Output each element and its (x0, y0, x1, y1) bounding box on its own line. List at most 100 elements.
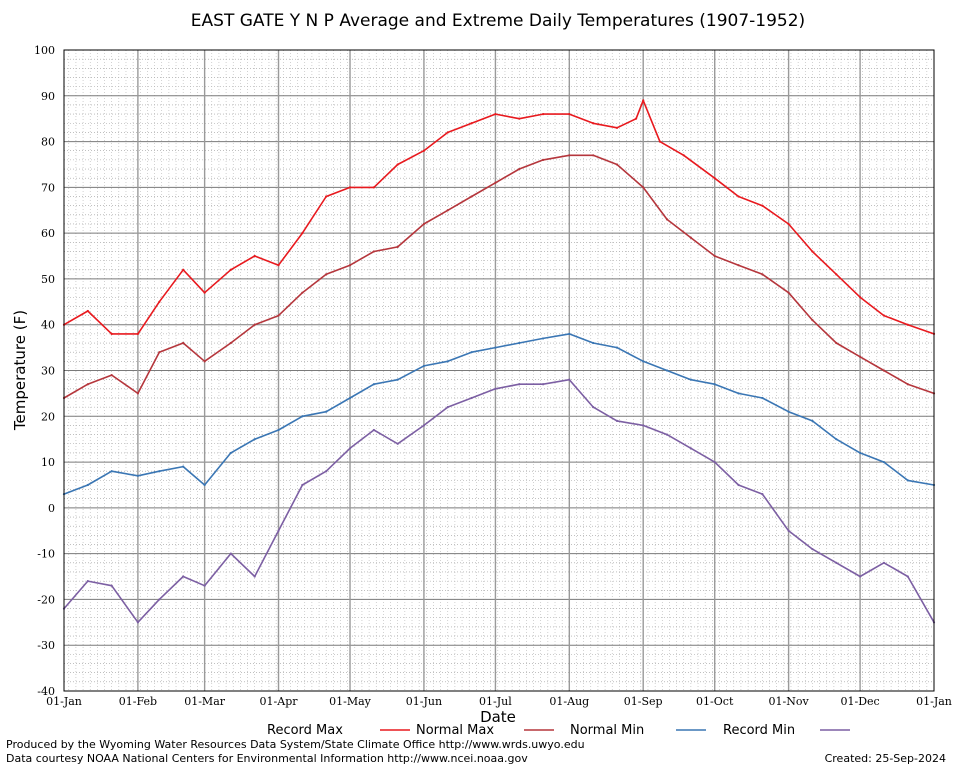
y-axis-label: Temperature (F) (11, 310, 29, 431)
x-tick-label: 01-Aug (549, 695, 589, 708)
data-point-normal-max (761, 273, 764, 276)
data-point-record-max (110, 332, 113, 335)
y-tick-label: 40 (41, 319, 55, 332)
data-point-record-max (642, 99, 645, 102)
data-point-record-max (396, 163, 399, 166)
data-point-record-min (136, 621, 139, 624)
data-point-record-max (446, 131, 449, 134)
chart-title: EAST GATE Y N P Average and Extreme Dail… (191, 11, 805, 31)
data-point-normal-max (253, 323, 256, 326)
data-point-record-min (422, 424, 426, 427)
data-point-normal-max (689, 236, 692, 239)
data-point-record-max (737, 195, 740, 198)
data-point-normal-max (158, 351, 161, 354)
data-point-record-max (372, 186, 375, 189)
footer-created-date: Created: 25-Sep-2024 (825, 752, 946, 765)
x-tick-label: 01-Nov (769, 695, 810, 708)
data-point-record-min (541, 383, 545, 386)
data-point-record-min (470, 396, 473, 400)
data-point-record-min (859, 575, 862, 578)
y-tick-label: -40 (37, 685, 55, 698)
data-point-record-max (301, 232, 304, 235)
series-line-record-max (63, 99, 935, 335)
data-point-record-max (541, 113, 545, 116)
data-point-normal-max (396, 245, 399, 248)
data-point-record-min (348, 447, 352, 450)
y-tick-label: 100 (34, 44, 55, 57)
legend-label-record-max: Record Max (267, 723, 343, 738)
data-point-record-min (277, 529, 280, 532)
x-tick-label: 01-Jul (479, 695, 512, 708)
data-point-record-min (110, 584, 113, 587)
data-point-record-max (253, 254, 256, 258)
data-point-normal-max (615, 163, 619, 166)
x-tick-label: 01-Oct (696, 695, 734, 708)
data-point-normal-min (229, 451, 232, 455)
data-point-normal-min (136, 474, 139, 477)
x-tick-label: 01-May (329, 695, 372, 708)
data-point-record-max (658, 140, 661, 143)
data-point-record-min (229, 552, 232, 555)
y-tick-label: -10 (37, 548, 55, 561)
data-point-normal-min (859, 451, 862, 455)
y-tick-label: 80 (41, 136, 55, 149)
x-tick-label: 01-Jun (406, 695, 442, 708)
data-point-record-min (665, 433, 669, 436)
data-point-normal-min (253, 438, 256, 441)
legend-label-normal-min: Normal Min (570, 723, 644, 738)
x-tick-label: 01-Dec (841, 695, 880, 708)
y-tick-label: 90 (41, 90, 55, 103)
data-point-normal-min (470, 351, 473, 354)
y-tick-label: -20 (37, 593, 55, 606)
data-point-normal-max (348, 264, 352, 267)
y-tick-label: 20 (41, 410, 55, 423)
legend-label-record-min: Record Min (723, 723, 795, 738)
data-point-normal-min (665, 369, 669, 372)
data-point-normal-min (713, 383, 716, 386)
data-point-record-max (136, 332, 139, 335)
data-point-normal-max (136, 392, 139, 395)
data-point-normal-min (761, 396, 764, 400)
data-point-record-max (811, 250, 814, 253)
data-point-normal-max (422, 222, 426, 226)
x-tick-label: 01-Sep (624, 695, 663, 708)
data-point-normal-max (518, 167, 521, 171)
data-point-record-min (446, 406, 449, 409)
data-point-record-min (811, 547, 814, 551)
data-point-normal-max (835, 341, 838, 345)
data-point-record-min (203, 584, 206, 587)
data-point-normal-max (541, 158, 545, 161)
data-point-record-min (835, 561, 838, 564)
data-point-normal-max (592, 154, 595, 157)
data-point-record-min (689, 447, 692, 450)
data-point-normal-min (592, 341, 595, 345)
data-point-normal-max (713, 254, 716, 258)
data-point-record-min (253, 575, 256, 578)
data-point-record-min (642, 424, 645, 427)
data-point-normal-min (494, 346, 497, 349)
x-axis-ticks: 01-Jan 01-Feb 01-Mar 01-Apr 01-May 01-Jun 01-J… (46, 695, 952, 708)
data-point-record-min (615, 419, 619, 422)
data-point-record-min (713, 460, 716, 464)
data-point-record-max (634, 117, 638, 120)
data-point-record-max (713, 177, 716, 180)
data-point-normal-min (277, 428, 280, 432)
data-point-normal-max (882, 369, 886, 372)
y-tick-label: 30 (41, 365, 55, 378)
data-point-normal-max (229, 341, 232, 345)
data-point-record-max (203, 291, 206, 294)
data-point-record-max (182, 268, 185, 271)
data-point-normal-max (110, 373, 113, 377)
data-point-record-min (761, 493, 764, 496)
footer-data-courtesy: Data courtesy NOAA National Centers for … (6, 752, 528, 765)
data-point-record-max (325, 195, 328, 198)
y-tick-label: -30 (37, 639, 55, 652)
x-tick-label: 01-Feb (119, 695, 157, 708)
legend-label-normal-max: Normal Max (416, 723, 494, 738)
data-point-normal-min (158, 470, 161, 473)
data-point-normal-max (325, 273, 328, 276)
y-tick-label: 10 (41, 456, 55, 469)
data-point-record-max (86, 309, 89, 313)
y-tick-label: 0 (48, 502, 55, 515)
